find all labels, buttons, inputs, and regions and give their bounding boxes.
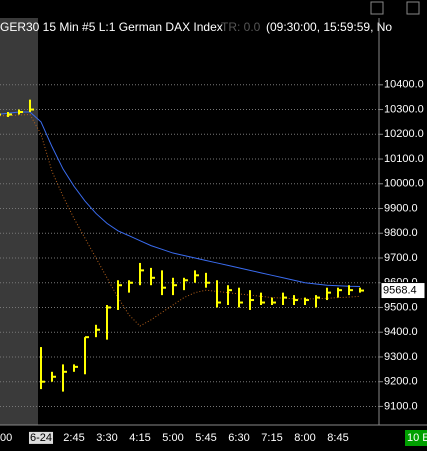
date-highlight <box>28 431 54 444</box>
y-tick-label: 10000.0 <box>384 178 424 190</box>
icon[interactable] <box>406 1 420 15</box>
y-tick-label: 10300.0 <box>384 103 424 115</box>
x-tick-label: 3:30 <box>96 432 117 444</box>
header <box>0 0 427 18</box>
status: 10 E <box>407 432 427 444</box>
y-tick-label: 10100.0 <box>384 153 424 165</box>
line <box>0 113 361 327</box>
x-tick-label: 8:45 <box>327 432 348 444</box>
x-tick-label: 5:45 <box>195 432 216 444</box>
icon[interactable] <box>370 1 384 15</box>
x-tick-label: 6-24 <box>30 432 52 444</box>
x-tick-label: 7:15 <box>261 432 282 444</box>
y-tick-label: 9900.0 <box>384 202 418 214</box>
x-tick-label: 6:30 <box>228 432 249 444</box>
y-tick-label: 9100.0 <box>384 400 418 412</box>
y-tick-label: 9400.0 <box>384 326 418 338</box>
status-box <box>405 430 427 446</box>
y-tick-label: 10200.0 <box>384 128 424 140</box>
price-label: 9568.4 <box>383 284 417 296</box>
plot <box>0 84 379 407</box>
x-tick-label: 2:45 <box>63 432 84 444</box>
y-tick-label: 9700.0 <box>384 252 418 264</box>
line <box>0 111 361 287</box>
y-tick-label: 10400.0 <box>384 79 424 91</box>
y-tick-label: 9200.0 <box>384 376 418 388</box>
chart-title: GER30 15 Min #5 L:1 German DAX Index <box>0 20 223 34</box>
y-tick-label: 9800.0 <box>384 227 418 239</box>
previous-session <box>0 18 38 425</box>
session: (09:30:00, 15:59:59, No <box>266 20 392 34</box>
x-tick-label: 00 <box>0 432 12 444</box>
x-tick-label: 4:15 <box>129 432 150 444</box>
x-tick-label: 8:00 <box>294 432 315 444</box>
indicator: TR: 0.0 <box>221 20 261 34</box>
y-tick-label: 9300.0 <box>384 351 418 363</box>
price-label-box <box>380 282 426 300</box>
y-tick-label: 9500.0 <box>384 301 418 313</box>
x-tick-label: 5:00 <box>162 432 183 444</box>
